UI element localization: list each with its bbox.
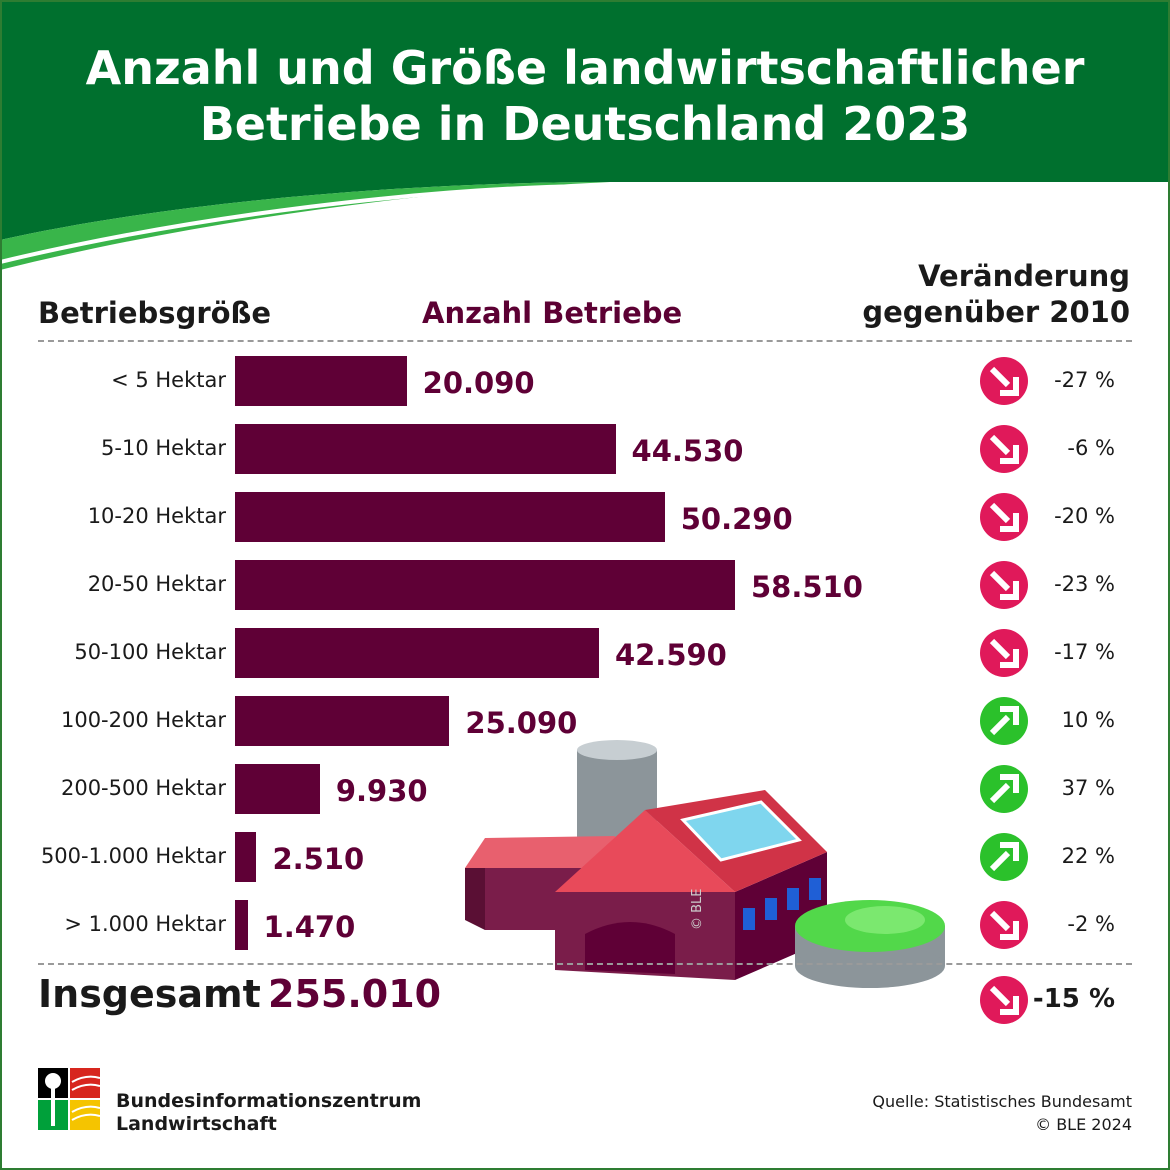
source-credit: Quelle: Statistisches Bundesamt © BLE 20… [872, 1090, 1132, 1136]
total-change: -15 % [1032, 984, 1115, 1014]
data-label: 42.590 [614, 638, 727, 672]
category-label: < 5 Hektar [111, 368, 226, 392]
source-text: Quelle: Statistisches Bundesamt [872, 1092, 1132, 1111]
change-label: -6 % [1067, 436, 1115, 460]
bar [235, 764, 320, 814]
trend-down-icon [980, 493, 1028, 541]
data-label: 25.090 [465, 706, 578, 740]
category-label: 10-20 Hektar [87, 504, 226, 528]
bar [235, 628, 599, 678]
category-label: 5-10 Hektar [101, 436, 226, 460]
bar [235, 832, 257, 882]
page-title: Anzahl und Größe landwirtschaftlicher Be… [0, 40, 1170, 152]
title-line-1: Anzahl und Größe landwirtschaftlicher [85, 41, 1085, 95]
data-label: 44.530 [631, 434, 744, 468]
change-label: -2 % [1067, 912, 1115, 936]
trend-up-icon [980, 833, 1028, 881]
trend-down-icon [980, 357, 1028, 405]
trend-down-icon [980, 976, 1028, 1024]
bar [235, 560, 735, 610]
watermark: © BLE [690, 888, 705, 930]
column-header-change: Veränderung gegenüber 2010 [862, 258, 1130, 330]
data-label: 58.510 [751, 570, 863, 604]
column-header-size: Betriebsgröße [38, 296, 272, 330]
org-name: Bundesinformationszentrum Landwirtschaft [116, 1090, 421, 1136]
bar [235, 696, 450, 746]
bar [235, 900, 248, 950]
change-header-line-2: gegenüber 2010 [862, 295, 1130, 329]
category-label: 100-200 Hektar [60, 708, 226, 732]
bar [235, 356, 407, 406]
change-label: -23 % [1054, 572, 1115, 596]
category-label: 20-50 Hektar [87, 572, 226, 596]
category-label: > 1.000 Hektar [64, 912, 226, 936]
data-label: 20.090 [422, 366, 535, 400]
header-banner [0, 0, 1170, 270]
data-label: 9.930 [335, 774, 428, 808]
trend-down-icon [980, 629, 1028, 677]
change-label: 22 % [1061, 844, 1115, 868]
category-label: 50-100 Hektar [74, 640, 226, 664]
header-divider [38, 340, 1132, 342]
title-line-2: Betriebe in Deutschland 2023 [199, 97, 971, 151]
org-line-2: Landwirtschaft [116, 1113, 277, 1135]
change-label: -20 % [1054, 504, 1115, 528]
trend-down-icon [980, 425, 1028, 473]
change-label: -17 % [1054, 640, 1115, 664]
data-label: 1.470 [263, 910, 356, 944]
bar [235, 492, 665, 542]
total-divider [38, 963, 1132, 965]
trend-down-icon [980, 901, 1028, 949]
trend-down-icon [980, 561, 1028, 609]
trend-up-icon [980, 697, 1028, 745]
total-value: 255.010 [268, 972, 442, 1016]
change-header-line-1: Veränderung [918, 259, 1130, 293]
copyright-text: © BLE 2024 [1035, 1115, 1132, 1134]
total-label: Insgesamt [38, 972, 261, 1016]
org-line-1: Bundesinformationszentrum [116, 1090, 422, 1112]
farm-building-illustration [465, 740, 945, 988]
change-label: -27 % [1054, 368, 1115, 392]
change-label: 37 % [1061, 776, 1115, 800]
bar [235, 424, 616, 474]
trend-up-icon [980, 765, 1028, 813]
column-header-count: Anzahl Betriebe [422, 296, 683, 330]
bzl-logo [38, 1068, 100, 1130]
change-label: 10 % [1061, 708, 1115, 732]
category-label: 200-500 Hektar [60, 776, 226, 800]
data-label: 50.290 [680, 502, 793, 536]
data-label: 2.510 [272, 842, 365, 876]
category-label: 500-1.000 Hektar [40, 844, 226, 868]
